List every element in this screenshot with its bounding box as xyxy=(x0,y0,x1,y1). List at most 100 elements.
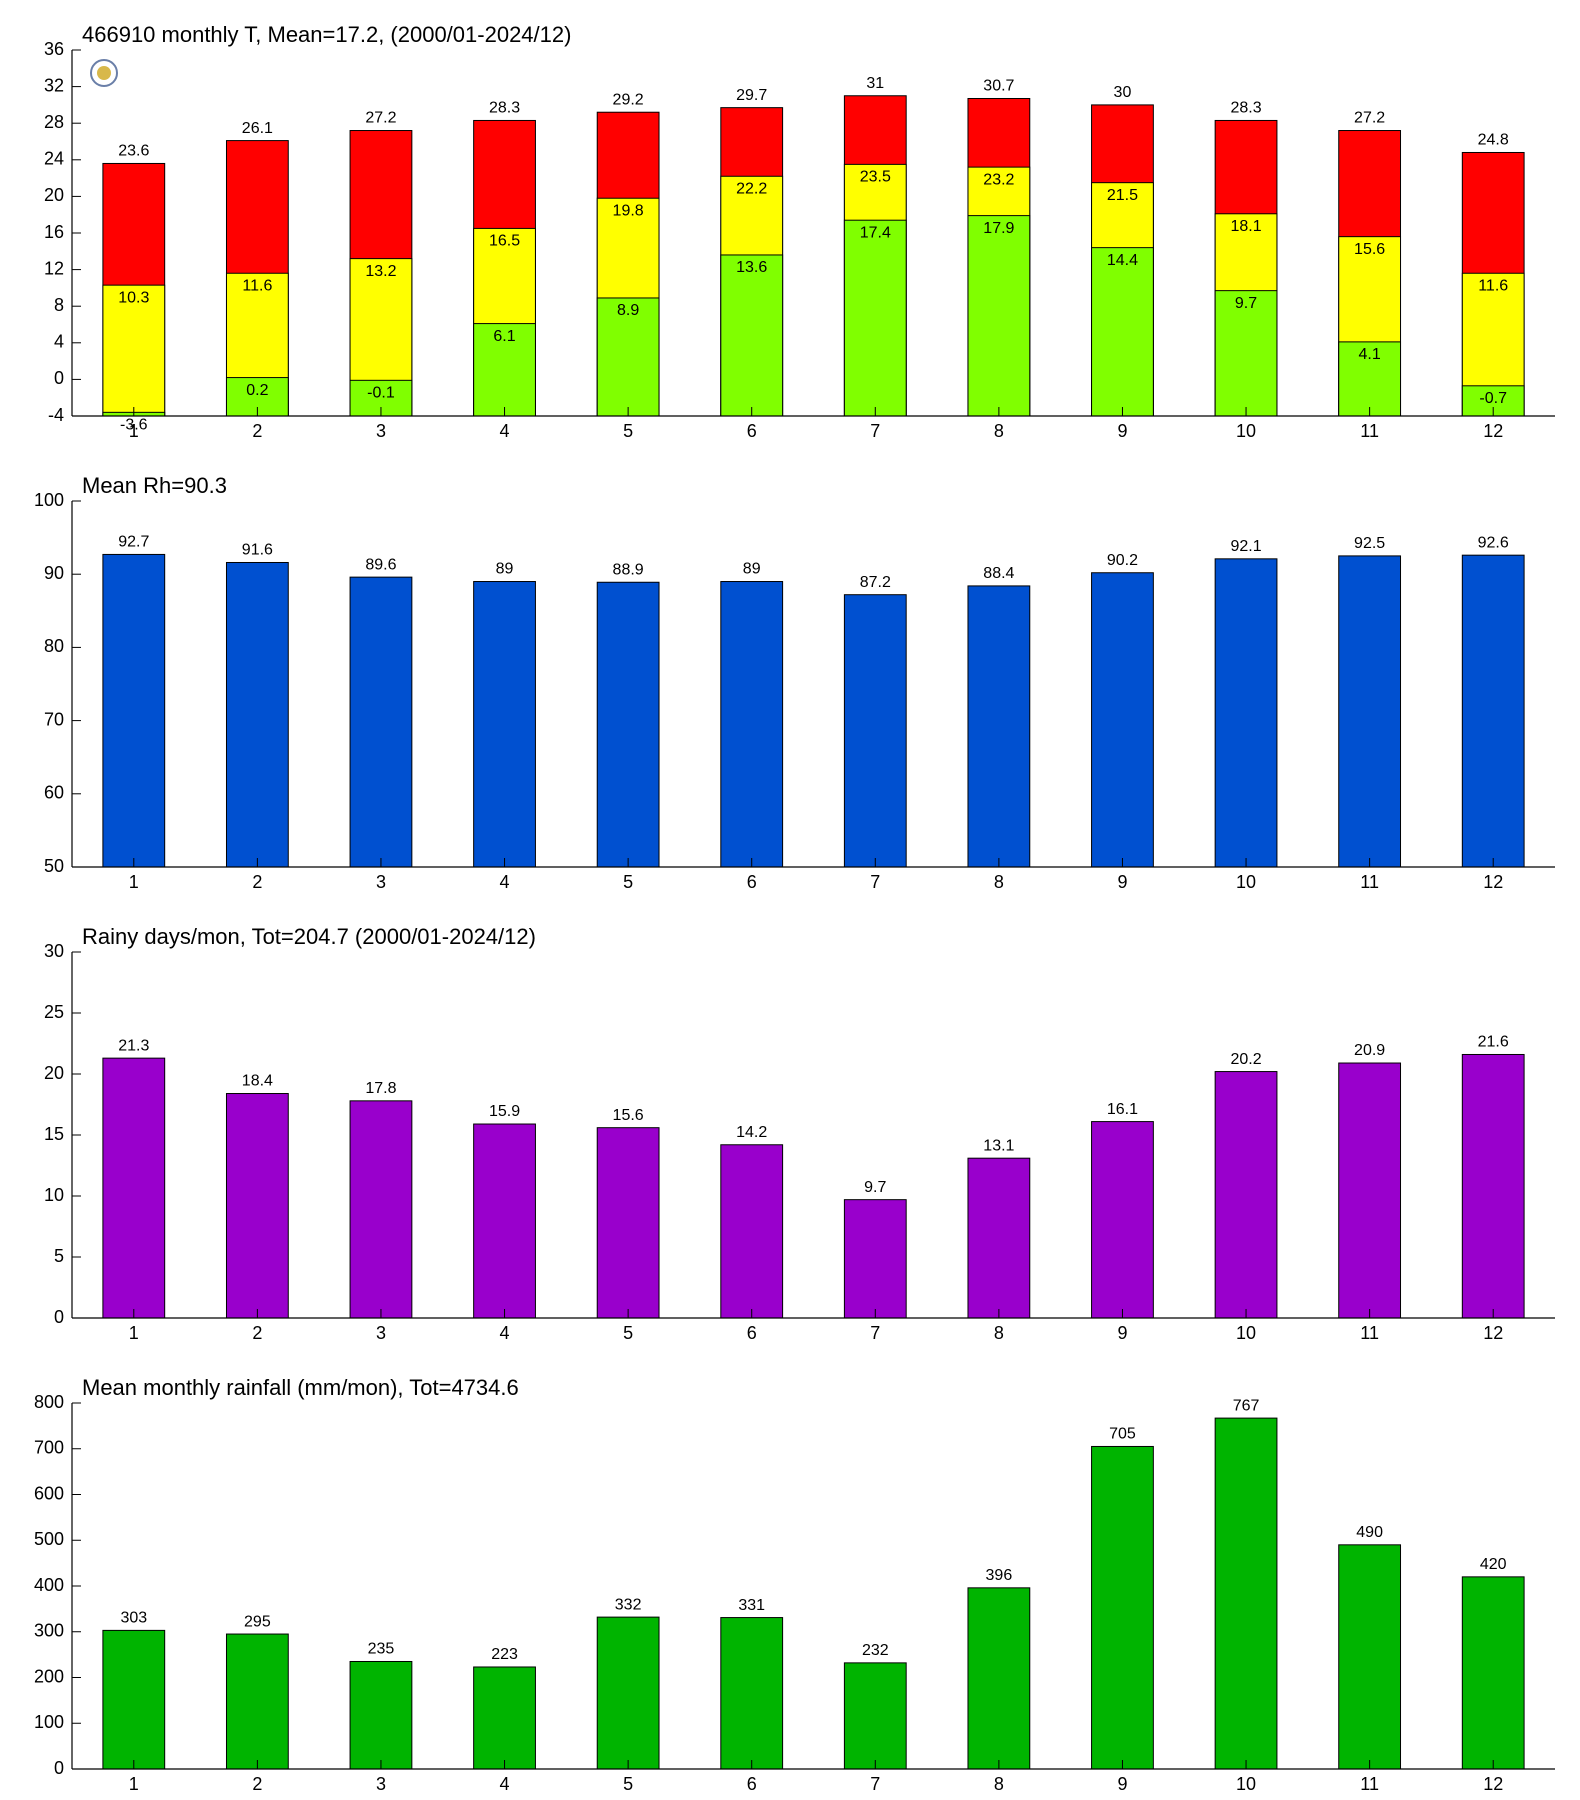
value-label: 29.7 xyxy=(736,87,767,104)
bar xyxy=(1461,385,1525,417)
value-label: 88.9 xyxy=(613,561,644,578)
x-tick-label: 7 xyxy=(870,1774,880,1794)
bar xyxy=(1214,558,1278,868)
x-tick-label: 3 xyxy=(376,1323,386,1343)
value-label: 20.9 xyxy=(1354,1042,1385,1059)
bar xyxy=(102,553,166,868)
bar xyxy=(1091,247,1154,417)
x-tick-label: 5 xyxy=(623,1774,633,1794)
bar xyxy=(349,1660,413,1770)
x-tick-label: 9 xyxy=(1117,1323,1127,1343)
value-label: 767 xyxy=(1233,1397,1260,1414)
bar xyxy=(349,1100,413,1319)
value-label: 28.3 xyxy=(489,100,520,117)
bar xyxy=(225,1093,289,1319)
x-tick-label: 2 xyxy=(252,421,262,441)
bar xyxy=(720,1617,784,1770)
logo xyxy=(90,59,118,87)
x-tick-label: 8 xyxy=(994,1774,1004,1794)
x-tick-label: 10 xyxy=(1236,1323,1256,1343)
x-tick-label: 6 xyxy=(747,1323,757,1343)
value-label: 13.1 xyxy=(983,1137,1014,1154)
value-label: 92.6 xyxy=(1478,534,1509,551)
y-tick-label: 80 xyxy=(44,636,64,656)
bar xyxy=(596,297,660,417)
x-tick-label: 1 xyxy=(129,421,139,441)
value-label: 28.3 xyxy=(1230,100,1261,117)
value-label: 26.1 xyxy=(242,120,273,137)
y-tick-label: 36 xyxy=(44,39,64,59)
value-label: 90.2 xyxy=(1107,552,1138,569)
y-tick-label: 500 xyxy=(34,1529,64,1549)
y-tick-label: 20 xyxy=(44,185,64,205)
value-label: 89 xyxy=(496,561,514,578)
x-tick-label: 11 xyxy=(1360,1774,1379,1794)
bar xyxy=(1338,1062,1402,1319)
y-tick-label: 30 xyxy=(44,941,64,961)
value-label: 332 xyxy=(615,1596,642,1613)
value-label: 89 xyxy=(743,561,761,578)
value-label: 420 xyxy=(1480,1556,1507,1573)
value-label: 11.6 xyxy=(1478,277,1508,294)
value-label: 16.5 xyxy=(489,233,520,250)
y-tick-label: 0 xyxy=(54,368,64,388)
chart-title: Mean monthly rainfall (mm/mon), Tot=4734… xyxy=(82,1375,519,1400)
value-label: 21.5 xyxy=(1107,187,1138,204)
y-tick-label: 400 xyxy=(34,1575,64,1595)
y-tick-label: 70 xyxy=(44,709,64,729)
value-label: 705 xyxy=(1109,1426,1136,1443)
bar xyxy=(843,1662,907,1770)
bar xyxy=(1091,1121,1154,1319)
x-tick-label: 10 xyxy=(1236,872,1256,892)
x-tick-label: 4 xyxy=(500,1323,510,1343)
value-label: 17.9 xyxy=(983,220,1014,237)
x-tick-label: 1 xyxy=(129,1323,139,1343)
value-label: 21.6 xyxy=(1478,1034,1509,1051)
bar xyxy=(720,581,784,868)
chart-title: Rainy days/mon, Tot=204.7 (2000/01-2024/… xyxy=(82,924,536,949)
y-tick-label: 25 xyxy=(44,1002,64,1022)
value-label: 14.4 xyxy=(1107,252,1138,269)
value-label: 31 xyxy=(866,75,884,92)
value-label: 13.6 xyxy=(736,259,767,276)
y-tick-label: 0 xyxy=(54,1758,64,1778)
value-label: 18.1 xyxy=(1230,218,1261,235)
bar xyxy=(967,1587,1031,1770)
y-tick-label: 100 xyxy=(34,490,64,510)
value-label: 91.6 xyxy=(242,542,273,559)
value-label: 92.5 xyxy=(1354,535,1385,552)
value-label: 490 xyxy=(1356,1524,1383,1541)
bar xyxy=(473,1666,536,1770)
value-label: 14.2 xyxy=(736,1124,767,1141)
value-label: 87.2 xyxy=(860,574,891,591)
value-label: 19.8 xyxy=(613,202,644,219)
value-label: 232 xyxy=(862,1642,889,1659)
value-label: 15.6 xyxy=(613,1107,644,1124)
x-tick-label: 12 xyxy=(1483,1323,1503,1343)
value-label: -0.1 xyxy=(367,385,395,402)
bar xyxy=(1338,555,1402,868)
x-tick-label: 12 xyxy=(1483,872,1503,892)
y-tick-label: 4 xyxy=(54,332,64,352)
bar xyxy=(349,576,413,868)
x-tick-label: 5 xyxy=(623,421,633,441)
value-label: 9.7 xyxy=(864,1179,886,1196)
x-tick-label: 7 xyxy=(870,1323,880,1343)
value-label: 8.9 xyxy=(617,302,639,319)
value-label: 11.6 xyxy=(242,277,272,294)
x-tick-label: 8 xyxy=(994,421,1004,441)
value-label: -3.6 xyxy=(120,417,148,434)
value-label: 23.6 xyxy=(118,143,149,160)
x-tick-label: 6 xyxy=(747,1774,757,1794)
x-tick-label: 4 xyxy=(500,1774,510,1794)
value-label: -0.7 xyxy=(1479,390,1507,407)
bar xyxy=(1338,341,1402,417)
x-tick-label: 8 xyxy=(994,872,1004,892)
y-tick-label: 90 xyxy=(44,563,64,583)
value-label: 30 xyxy=(1114,84,1132,101)
value-label: 9.7 xyxy=(1235,295,1257,312)
bar xyxy=(596,1127,660,1319)
bar xyxy=(225,561,289,868)
bar xyxy=(1214,290,1278,417)
